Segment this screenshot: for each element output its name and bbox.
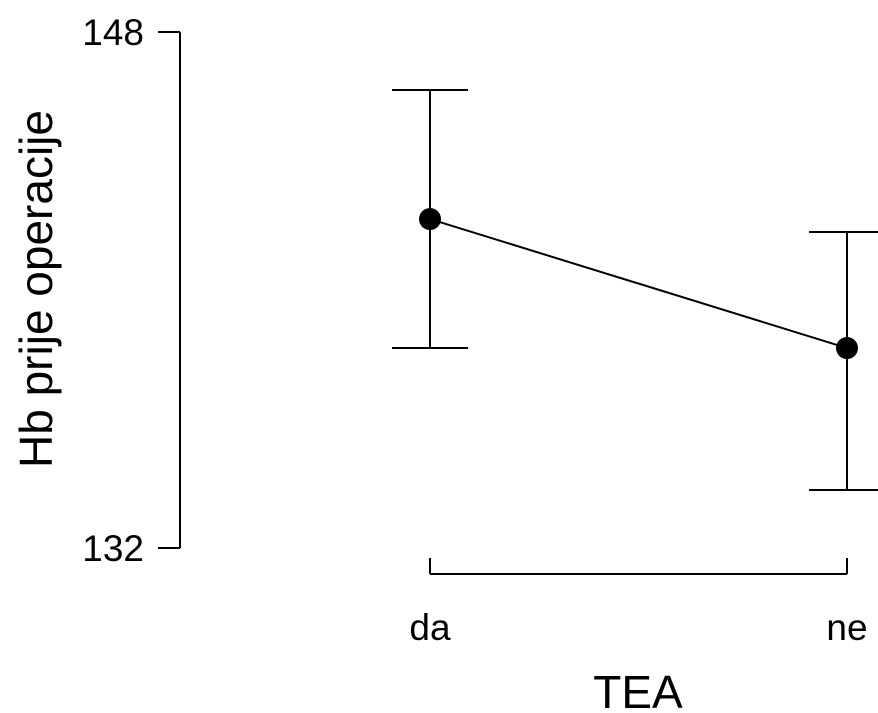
data-points (419, 208, 858, 360)
error-bars (392, 89, 878, 491)
y-axis-title: Hb prije operacije (10, 110, 62, 468)
x-tick-label-da: da (409, 607, 451, 648)
series-line-0 (429, 218, 848, 350)
tick-labels: 132 148 da ne (82, 12, 867, 648)
x-tick-label-ne: ne (826, 607, 867, 648)
data-point-da (419, 208, 441, 231)
series (429, 218, 848, 350)
y-tick-label-148: 148 (82, 12, 144, 53)
y-axis (158, 31, 181, 549)
x-axis-title: TEA (593, 666, 683, 713)
data-point-ne (836, 337, 858, 360)
x-axis (429, 558, 848, 575)
y-tick-label-132: 132 (82, 528, 144, 569)
